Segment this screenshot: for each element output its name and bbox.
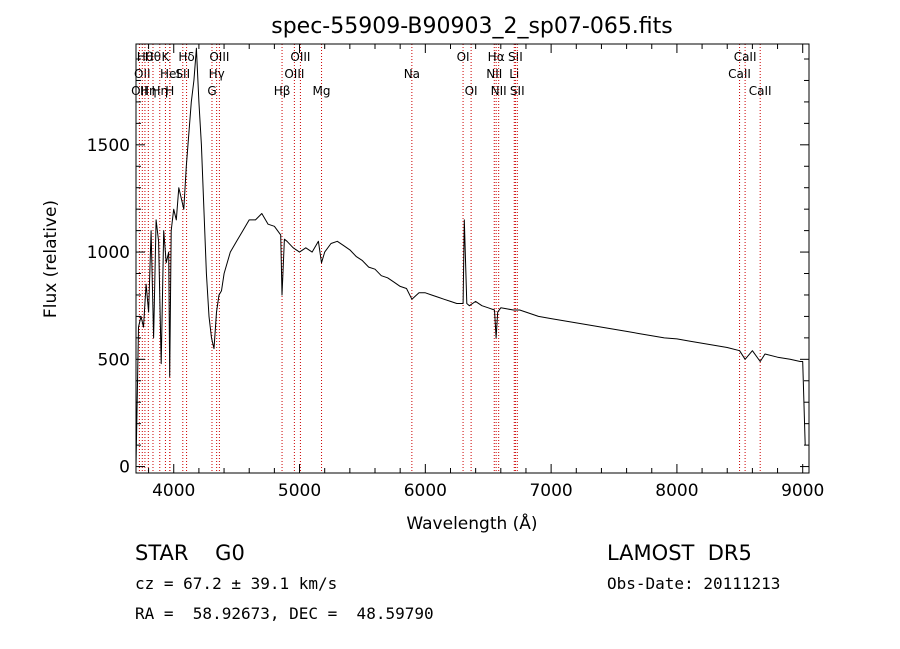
line-marker-label: K (161, 50, 170, 64)
line-marker-label: OII (134, 67, 151, 81)
plot-frame (135, 43, 810, 474)
line-marker-label: Hθ (137, 50, 153, 64)
line-marker-label: CaII (728, 67, 751, 81)
x-tick-label: 4000 (152, 481, 195, 501)
line-marker-label: SII (508, 50, 523, 64)
x-tick-label: 9000 (781, 481, 824, 501)
y-tick-label: 1500 (87, 136, 130, 156)
line-marker-label: CaII (749, 84, 772, 98)
line-marker-label: Hθ (145, 50, 161, 64)
x-tick-label: 5000 (278, 481, 321, 501)
x-tick-label: 7000 (529, 481, 572, 501)
chart-title: spec-55909-B90903_2_sp07-065.fits (271, 14, 673, 39)
line-marker-label: CaII (734, 50, 757, 64)
redshift-label: cz = 67.2 ± 39.1 km/s (135, 574, 338, 593)
line-marker-label: Hη (151, 84, 168, 98)
x-axis-label: Wavelength (Å) (406, 512, 537, 534)
line-marker-label: Hη (140, 84, 157, 98)
line-marker-label: OI (457, 50, 470, 64)
line-marker-label: Li (509, 67, 519, 81)
line-marker-label: Hγ (209, 67, 225, 81)
x-tick-label: 8000 (655, 481, 698, 501)
line-marker-label: SII (510, 84, 525, 98)
line-marker-label: HeI (160, 67, 180, 81)
line-marker-label: NII (491, 84, 507, 98)
coordinates-label: RA = 58.92673, DEC = 48.59790 (135, 604, 434, 623)
spectrum-series (135, 47, 806, 467)
line-marker-label: NII (486, 67, 502, 81)
line-marker-label: Na (404, 67, 420, 81)
y-tick-label: 500 (98, 350, 130, 370)
y-axis-label: Flux (relative) (41, 200, 61, 318)
y-tick-label: 0 (119, 458, 130, 478)
line-marker-label: SII (175, 67, 190, 81)
survey-label: LAMOST DR5 (607, 541, 752, 565)
axes: 4000 5000 6000 7000 8000 9000 0 500 1000 1500 (87, 43, 824, 501)
line-markers: OIIOIIHθHηHθHηKHHeISIIHδGHγOIIIHβOIIIOII… (131, 44, 772, 473)
line-marker-label: Hβ (274, 84, 291, 98)
line-marker-label: Mg (313, 84, 331, 98)
obs-date-label: Obs-Date: 20111213 (607, 574, 781, 593)
line-marker-label: Hα (488, 50, 505, 64)
spectrum-line (135, 47, 806, 467)
line-marker-label: Hδ (178, 50, 194, 64)
class-label: STAR G0 (135, 541, 245, 565)
line-marker-label: OII (131, 84, 148, 98)
line-marker-label: G (207, 84, 216, 98)
line-marker-label: H (165, 84, 174, 98)
x-tick-label: 6000 (404, 481, 447, 501)
line-marker-label: OIII (209, 50, 229, 64)
y-tick-label: 1000 (87, 243, 130, 263)
line-marker-label: OI (465, 84, 478, 98)
line-marker-label: OIII (290, 50, 310, 64)
line-marker-label: OIII (284, 67, 304, 81)
